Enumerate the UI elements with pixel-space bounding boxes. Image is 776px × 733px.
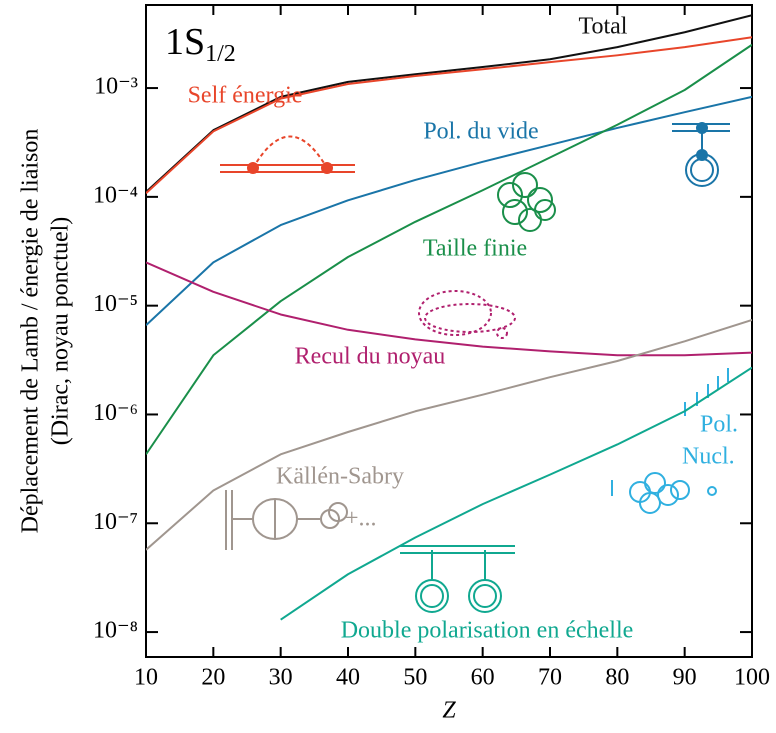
series-label: Recul du noyau <box>295 344 446 370</box>
self-energy-diagram <box>220 135 355 174</box>
chart-title: 1S1/2 <box>165 21 236 67</box>
x-tick-label: 20 <box>201 665 225 691</box>
kallen-sabry-diagram <box>225 490 348 550</box>
y-tick-label: 10⁻⁵ <box>93 291 138 317</box>
y-tick-label: 10⁻⁷ <box>93 509 138 535</box>
y-tick-label: 10⁻⁶ <box>93 400 138 426</box>
series-line <box>280 366 752 621</box>
y-axis-label: (Dirac, noyau ponctuel) <box>48 217 74 446</box>
x-tick-label: 30 <box>269 665 293 691</box>
series-line <box>146 43 752 455</box>
series-label: Pol. du vide <box>423 119 538 145</box>
x-tick-label: 40 <box>336 665 360 691</box>
double-pol-diagram <box>400 545 515 613</box>
series-label: Double polarisation en échelle <box>341 618 634 644</box>
series-line <box>146 36 752 194</box>
x-axis-label: Z <box>442 698 456 724</box>
annotation: +... <box>345 506 377 532</box>
recoil-diagram <box>418 290 516 339</box>
y-axis-label: Déplacement de Lamb / énergie de liaison <box>18 129 44 534</box>
x-tick-label: 90 <box>673 665 697 691</box>
y-tick-label: 10⁻⁸ <box>93 618 138 644</box>
series-label: Källén-Sabry <box>276 464 404 490</box>
annotation: Pol. <box>700 412 738 438</box>
annotation: Nucl. <box>682 444 735 470</box>
diagrams <box>220 122 730 613</box>
title-sub: 1/2 <box>205 41 236 67</box>
vacuum-pol-diagram <box>672 122 730 187</box>
series-label: Taille finie <box>423 236 527 262</box>
series-line <box>146 261 752 357</box>
title-main: 1S <box>165 21 205 63</box>
x-tick-label: 60 <box>471 665 495 691</box>
series-line <box>146 318 752 551</box>
y-tick-label: 10⁻⁴ <box>93 182 138 208</box>
x-tick-label: 80 <box>605 665 629 691</box>
series-label: Self énergie <box>188 83 303 109</box>
x-tick-label: 70 <box>538 665 562 691</box>
finite-size-diagram <box>497 172 556 232</box>
x-tick-label: 100 <box>734 665 770 691</box>
series-line <box>146 14 752 193</box>
series-label: Total <box>579 14 628 40</box>
x-tick-label: 10 <box>134 665 158 691</box>
x-tick-label: 50 <box>403 665 427 691</box>
nuclear-pol-diagram <box>611 368 729 514</box>
plot-frame <box>145 4 753 658</box>
series-line <box>146 95 752 327</box>
y-tick-label: 10⁻³ <box>94 74 138 100</box>
